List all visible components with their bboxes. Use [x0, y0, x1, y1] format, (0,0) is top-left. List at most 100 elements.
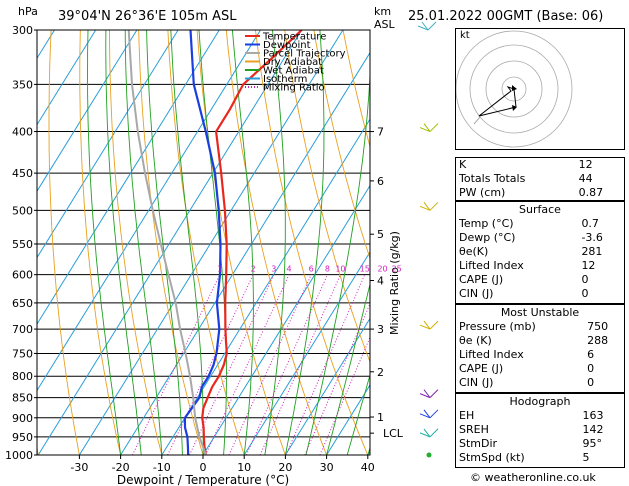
- left-axis-unit: hPa: [18, 5, 38, 18]
- wet-adiabat: [284, 30, 325, 455]
- hodo-marker-2: [512, 105, 517, 111]
- legend-label: Mixing Ratio: [263, 83, 325, 94]
- pressure-tick-label: 800: [12, 370, 33, 383]
- hodograph-trace: [478, 86, 517, 117]
- hodograph-unit-label: kt: [460, 30, 470, 41]
- mixing-ratio-line: [205, 274, 290, 455]
- x-tick-label: 10: [237, 461, 251, 474]
- mixing-ratio-line: [131, 274, 221, 455]
- dry-adiabat: [255, 30, 369, 455]
- mixing-ratio-label: 25: [392, 265, 402, 274]
- hodo-row: EH 163: [459, 409, 604, 422]
- isotherm-line: [202, 184, 370, 455]
- wet-adiabat: [346, 373, 370, 455]
- dry-adiabat: [109, 30, 163, 455]
- surface-box: Surface Temp (°C) 0.7 Dewp (°C) -3.6 θe(K)…: [455, 201, 625, 304]
- dry-adiabat: [167, 30, 245, 455]
- pressure-tick-label: 650: [12, 297, 33, 310]
- mixing-ratio-label: 15: [360, 265, 370, 274]
- index-label: PW (cm): [459, 186, 506, 199]
- pressure-tick-label: 1000: [5, 449, 33, 462]
- legend-label: Dry Adiabat: [263, 57, 322, 68]
- hodo-ring-3: [469, 44, 559, 134]
- legend-label: Temperature: [262, 32, 326, 43]
- index-row-pw: PW (cm) 0.87: [456, 186, 626, 200]
- wind-barb-300: [417, 21, 437, 31]
- index-row-totals: Totals Totals 44: [456, 172, 626, 186]
- index-label: K: [459, 158, 467, 171]
- km-tick-label: 4: [377, 275, 384, 288]
- mu-row: Pressure (mb) 750: [459, 320, 609, 333]
- hodo-row: StmSpd (kt) 5: [459, 451, 590, 464]
- km-tick-label: 1: [377, 411, 384, 424]
- mixing-ratio-label: 20: [377, 265, 387, 274]
- x-tick-label: 20: [278, 461, 292, 474]
- isotherm-line: [243, 251, 370, 455]
- lcl-label: LCL: [383, 427, 404, 440]
- index-row-k: K 12: [456, 158, 626, 172]
- series-dewpoint: [183, 30, 222, 455]
- series-parcel-trajectory: [127, 30, 207, 455]
- mixing-ratio-label: 6: [309, 265, 314, 274]
- mixing-ratio-label: 4: [286, 265, 291, 274]
- mixing-ratio-label: 10: [335, 265, 345, 274]
- pressure-tick-label: 400: [12, 126, 33, 139]
- hodo-ring-2: [485, 60, 543, 118]
- index-value: 44: [578, 172, 593, 185]
- mu-row: CIN (J) 0: [459, 376, 595, 389]
- most-unstable-title: Most Unstable: [500, 306, 580, 319]
- wet-adiabat: [305, 66, 370, 455]
- hodo-row: StmDir 95°: [459, 437, 602, 450]
- surface-row: θe(K) 281: [459, 245, 603, 258]
- pressure-tick-label: 500: [12, 204, 33, 217]
- series-temperature: [201, 30, 303, 455]
- pressure-tick-label: 850: [12, 392, 33, 405]
- wet-adiabat: [124, 30, 163, 455]
- x-tick-label: 0: [200, 461, 207, 474]
- mixing-ratio-label: 8: [325, 265, 330, 274]
- surface-title: Surface: [519, 203, 561, 216]
- pressure-tick-label: 300: [12, 24, 33, 37]
- wind-barb-700: [419, 320, 439, 330]
- dry-adiabat: [138, 30, 204, 455]
- wet-adiabat: [105, 30, 142, 455]
- wind-barb-950: [419, 428, 439, 438]
- mu-row: Lifted Index 6: [459, 348, 595, 361]
- isotherm-line: [37, 30, 97, 126]
- x-tick-label: 30: [320, 461, 334, 474]
- legend-label: Dewpoint: [263, 40, 311, 51]
- legend-label: Isotherm: [263, 74, 307, 85]
- wind-barb-400: [419, 123, 439, 133]
- surface-row: Lifted Index 12: [459, 259, 596, 272]
- wind-barb-900: [419, 409, 439, 419]
- hodo-row: SREH 142: [459, 423, 604, 436]
- copyright[interactable]: © weatheronline.co.uk: [470, 471, 596, 484]
- mixing-ratio-line: [167, 274, 254, 455]
- legend-label: Wet Adiabat: [263, 66, 324, 77]
- hodograph-plot: kt: [455, 28, 625, 150]
- surface-row: Dewp (°C) -3.6: [459, 231, 603, 244]
- x-tick-label: 40: [361, 461, 375, 474]
- dry-adiabat: [313, 30, 370, 260]
- surface-row: CIN (J) 0: [459, 287, 589, 300]
- pressure-tick-label: 950: [12, 431, 33, 444]
- isotherm-line: [78, 30, 344, 455]
- km-tick-label: 3: [377, 323, 384, 336]
- indices-box: K 12 Totals Totals 44 PW (cm) 0.87: [455, 157, 625, 201]
- mu-row: CAPE (J) 0: [459, 362, 595, 375]
- wet-adiabat: [326, 282, 370, 455]
- wet-adiabat: [87, 30, 122, 455]
- index-value: 12: [578, 158, 593, 171]
- km-tick-label: 5: [377, 228, 384, 241]
- km-tick-label: 7: [377, 126, 384, 139]
- surface-row: CAPE (J) 0: [459, 273, 589, 286]
- pressure-tick-label: 600: [12, 269, 33, 282]
- plot-area: [37, 30, 370, 455]
- pressure-tick-label: 700: [12, 323, 33, 336]
- hodograph-box: Hodograph EH 163 SREH 142 StmDir 95° StmSpd…: [455, 393, 625, 468]
- header-datetime: 25.01.2022 00GMT (Base: 06): [408, 9, 604, 24]
- surface-row: Temp (°C) 0.7: [459, 217, 599, 230]
- x-tick-label: -20: [112, 461, 130, 474]
